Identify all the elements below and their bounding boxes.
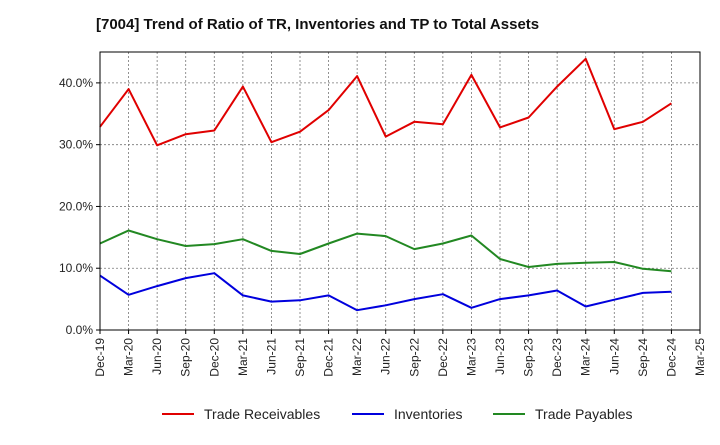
- y-tick-label: 10.0%: [59, 261, 93, 275]
- legend: Trade Receivables Inventories Trade Payabl…: [162, 406, 633, 422]
- y-tick-label: 0.0%: [66, 323, 94, 337]
- series-layer: [99, 57, 672, 312]
- x-tick-label: Dec-20: [207, 338, 221, 377]
- y-tick-label: 40.0%: [59, 76, 93, 90]
- x-tick-label: Sep-23: [522, 338, 536, 377]
- x-tick-label: Mar-23: [464, 338, 478, 376]
- legend-label-0: Trade Receivables: [204, 406, 320, 422]
- x-tick-label: Sep-21: [293, 338, 307, 377]
- x-tick-label: Mar-21: [236, 338, 250, 376]
- legend-label-1: Inventories: [394, 406, 462, 422]
- series-line-2: [99, 229, 672, 273]
- x-tick-label: Mar-24: [579, 338, 593, 376]
- x-tick-label: Dec-21: [322, 338, 336, 377]
- y-axis: 0.0% 10.0% 20.0% 30.0% 40.0%: [59, 76, 100, 337]
- x-tick-label: Jun-21: [264, 338, 278, 375]
- chart-title: [7004] Trend of Ratio of TR, Inventories…: [96, 16, 540, 33]
- x-axis: Dec-19 Mar-20 Jun-20 Sep-20 Dec-20 Mar-21 Jun-…: [93, 330, 707, 377]
- x-tick-label: Mar-22: [350, 338, 364, 376]
- series-line-1: [99, 272, 672, 312]
- series-line-0: [99, 57, 672, 147]
- x-tick-label: Sep-24: [636, 338, 650, 377]
- x-tick-label: Dec-24: [664, 338, 678, 377]
- x-tick-label: Sep-20: [179, 338, 193, 377]
- x-tick-label: Jun-20: [150, 338, 164, 375]
- y-tick-label: 20.0%: [59, 199, 93, 213]
- x-tick-label: Jun-23: [493, 338, 507, 375]
- x-tick-label: Jun-22: [379, 338, 393, 375]
- legend-label-2: Trade Payables: [535, 406, 633, 422]
- x-tick-label: Dec-22: [436, 338, 450, 377]
- x-tick-label: Mar-25: [693, 338, 707, 376]
- x-tick-label: Jun-24: [607, 338, 621, 375]
- x-tick-label: Sep-22: [407, 338, 421, 377]
- x-tick-label: Mar-20: [122, 338, 136, 376]
- x-tick-label: Dec-19: [93, 338, 107, 377]
- y-tick-label: 30.0%: [59, 138, 93, 152]
- x-tick-label: Dec-23: [550, 338, 564, 377]
- grid-layer: [100, 52, 700, 330]
- plot-frame: [99, 51, 701, 331]
